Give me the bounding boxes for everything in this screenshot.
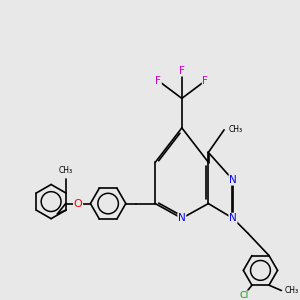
Text: N: N <box>229 213 237 223</box>
Text: Cl: Cl <box>239 291 248 300</box>
Text: CH₃: CH₃ <box>59 166 73 175</box>
Text: N: N <box>229 175 237 185</box>
Text: F: F <box>155 76 161 86</box>
Text: F: F <box>179 66 185 76</box>
Text: N: N <box>178 213 186 223</box>
Text: O: O <box>74 199 82 208</box>
Text: F: F <box>202 76 208 86</box>
Text: CH₃: CH₃ <box>284 286 298 295</box>
Text: CH₃: CH₃ <box>229 125 243 134</box>
